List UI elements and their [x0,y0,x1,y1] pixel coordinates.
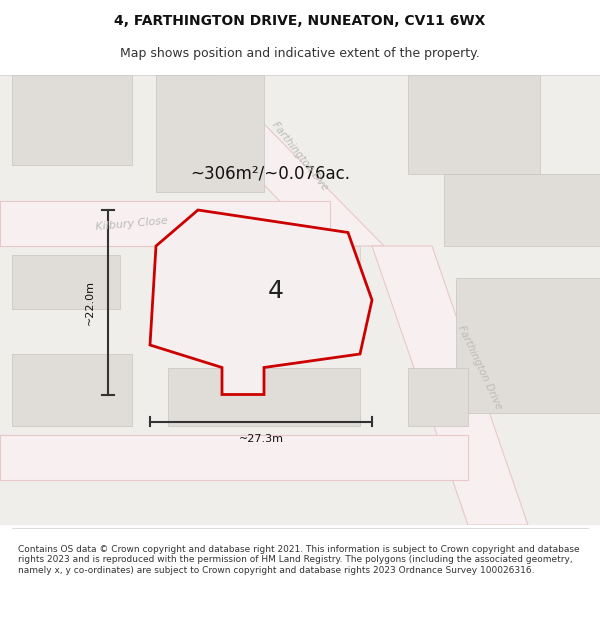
Polygon shape [12,255,120,309]
Text: Contains OS data © Crown copyright and database right 2021. This information is : Contains OS data © Crown copyright and d… [18,545,580,575]
Text: Farthington Drive: Farthington Drive [456,324,504,411]
Polygon shape [12,354,132,426]
Polygon shape [12,75,132,165]
Polygon shape [408,368,468,426]
Text: Map shows position and indicative extent of the property.: Map shows position and indicative extent… [120,48,480,61]
Text: Farthington Dve: Farthington Dve [270,119,330,192]
Polygon shape [156,75,384,246]
Text: ~22.0m: ~22.0m [85,280,95,325]
Polygon shape [150,210,372,394]
Polygon shape [210,246,360,336]
Polygon shape [156,75,264,192]
Polygon shape [372,246,528,525]
Text: Kilbury Close: Kilbury Close [95,216,169,232]
Polygon shape [456,278,600,412]
Text: ~306m²/~0.076ac.: ~306m²/~0.076ac. [190,165,350,183]
Polygon shape [0,435,468,480]
Text: ~27.3m: ~27.3m [239,434,284,444]
Polygon shape [0,201,330,246]
Text: 4, FARTHINGTON DRIVE, NUNEATON, CV11 6WX: 4, FARTHINGTON DRIVE, NUNEATON, CV11 6WX [115,14,485,28]
Polygon shape [168,368,360,426]
Text: 4: 4 [268,279,284,303]
Polygon shape [444,174,600,246]
Polygon shape [408,75,540,174]
